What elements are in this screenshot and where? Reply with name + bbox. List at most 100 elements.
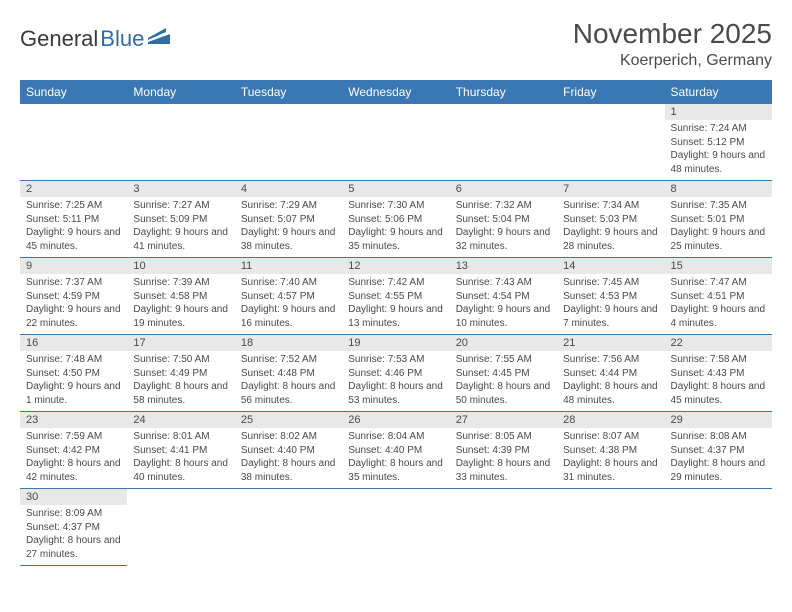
cell-line: Sunrise: 8:07 AM xyxy=(563,430,658,444)
cell-line: Daylight: 9 hours and 4 minutes. xyxy=(671,303,766,330)
cell-body: Sunrise: 7:47 AMSunset: 4:51 PMDaylight:… xyxy=(665,274,772,334)
cell-line: Sunrise: 7:52 AM xyxy=(241,353,336,367)
day-number: 12 xyxy=(342,258,449,274)
cell-line: Daylight: 8 hours and 40 minutes. xyxy=(133,457,228,484)
cell-line: Sunset: 4:37 PM xyxy=(671,444,766,458)
cell-line: Sunrise: 7:42 AM xyxy=(348,276,443,290)
cell-line: Sunset: 4:50 PM xyxy=(26,367,121,381)
day-number: 16 xyxy=(20,335,127,351)
cell-line: Sunset: 4:59 PM xyxy=(26,290,121,304)
day-number xyxy=(235,104,342,120)
calendar-cell: 1Sunrise: 7:24 AMSunset: 5:12 PMDaylight… xyxy=(665,104,772,181)
calendar-cell: 24Sunrise: 8:01 AMSunset: 4:41 PMDayligh… xyxy=(127,412,234,489)
cell-line: Sunrise: 7:35 AM xyxy=(671,199,766,213)
cell-line: Sunset: 5:12 PM xyxy=(671,136,766,150)
cell-body: Sunrise: 7:37 AMSunset: 4:59 PMDaylight:… xyxy=(20,274,127,334)
cell-line: Sunrise: 8:08 AM xyxy=(671,430,766,444)
calendar-cell xyxy=(235,489,342,566)
cell-line: Sunset: 5:06 PM xyxy=(348,213,443,227)
day-number xyxy=(235,489,342,505)
month-title: November 2025 xyxy=(573,18,772,50)
cell-line: Daylight: 9 hours and 48 minutes. xyxy=(671,149,766,176)
calendar-cell: 6Sunrise: 7:32 AMSunset: 5:04 PMDaylight… xyxy=(450,181,557,258)
day-header: Tuesday xyxy=(235,80,342,104)
cell-body xyxy=(557,120,664,126)
day-number xyxy=(557,489,664,505)
cell-line: Sunset: 4:51 PM xyxy=(671,290,766,304)
cell-body xyxy=(127,505,234,511)
cell-body: Sunrise: 7:52 AMSunset: 4:48 PMDaylight:… xyxy=(235,351,342,411)
calendar-cell xyxy=(342,489,449,566)
day-number: 5 xyxy=(342,181,449,197)
cell-line: Sunrise: 7:56 AM xyxy=(563,353,658,367)
cell-line: Daylight: 8 hours and 27 minutes. xyxy=(26,534,121,561)
cell-body xyxy=(665,505,772,511)
cell-line: Sunset: 4:38 PM xyxy=(563,444,658,458)
cell-line: Sunrise: 8:05 AM xyxy=(456,430,551,444)
day-number: 20 xyxy=(450,335,557,351)
day-number: 15 xyxy=(665,258,772,274)
cell-line: Sunrise: 7:25 AM xyxy=(26,199,121,213)
day-number: 8 xyxy=(665,181,772,197)
cell-line: Daylight: 9 hours and 10 minutes. xyxy=(456,303,551,330)
calendar-cell xyxy=(665,489,772,566)
logo-icon xyxy=(148,26,174,52)
cell-line: Sunset: 4:40 PM xyxy=(348,444,443,458)
title-block: November 2025 Koerperich, Germany xyxy=(573,18,772,70)
cell-line: Sunrise: 7:59 AM xyxy=(26,430,121,444)
logo-text-2: Blue xyxy=(100,26,144,52)
cell-line: Sunset: 5:07 PM xyxy=(241,213,336,227)
day-number: 27 xyxy=(450,412,557,428)
cell-body: Sunrise: 8:05 AMSunset: 4:39 PMDaylight:… xyxy=(450,428,557,488)
cell-line: Sunrise: 7:50 AM xyxy=(133,353,228,367)
calendar-cell: 28Sunrise: 8:07 AMSunset: 4:38 PMDayligh… xyxy=(557,412,664,489)
cell-line: Daylight: 8 hours and 38 minutes. xyxy=(241,457,336,484)
cell-body xyxy=(557,505,664,511)
day-number: 1 xyxy=(665,104,772,120)
calendar-cell: 15Sunrise: 7:47 AMSunset: 4:51 PMDayligh… xyxy=(665,258,772,335)
cell-line: Sunrise: 7:45 AM xyxy=(563,276,658,290)
calendar-cell xyxy=(450,489,557,566)
cell-line: Sunrise: 8:09 AM xyxy=(26,507,121,521)
day-number xyxy=(342,104,449,120)
day-number xyxy=(450,104,557,120)
cell-body: Sunrise: 7:35 AMSunset: 5:01 PMDaylight:… xyxy=(665,197,772,257)
cell-line: Sunrise: 7:40 AM xyxy=(241,276,336,290)
day-number: 21 xyxy=(557,335,664,351)
calendar-week: 16Sunrise: 7:48 AMSunset: 4:50 PMDayligh… xyxy=(20,335,772,412)
calendar-week: 9Sunrise: 7:37 AMSunset: 4:59 PMDaylight… xyxy=(20,258,772,335)
cell-line: Daylight: 9 hours and 13 minutes. xyxy=(348,303,443,330)
cell-body: Sunrise: 8:04 AMSunset: 4:40 PMDaylight:… xyxy=(342,428,449,488)
cell-body xyxy=(235,505,342,511)
cell-line: Daylight: 8 hours and 29 minutes. xyxy=(671,457,766,484)
calendar-cell: 26Sunrise: 8:04 AMSunset: 4:40 PMDayligh… xyxy=(342,412,449,489)
cell-line: Sunrise: 7:27 AM xyxy=(133,199,228,213)
cell-line: Sunset: 4:57 PM xyxy=(241,290,336,304)
calendar-cell: 2Sunrise: 7:25 AMSunset: 5:11 PMDaylight… xyxy=(20,181,127,258)
day-number: 24 xyxy=(127,412,234,428)
calendar-head: SundayMondayTuesdayWednesdayThursdayFrid… xyxy=(20,80,772,104)
day-number: 25 xyxy=(235,412,342,428)
cell-body xyxy=(342,505,449,511)
day-number xyxy=(665,489,772,505)
cell-body: Sunrise: 7:32 AMSunset: 5:04 PMDaylight:… xyxy=(450,197,557,257)
cell-body: Sunrise: 7:24 AMSunset: 5:12 PMDaylight:… xyxy=(665,120,772,180)
calendar-cell: 4Sunrise: 7:29 AMSunset: 5:07 PMDaylight… xyxy=(235,181,342,258)
cell-body: Sunrise: 7:25 AMSunset: 5:11 PMDaylight:… xyxy=(20,197,127,257)
calendar-cell: 18Sunrise: 7:52 AMSunset: 4:48 PMDayligh… xyxy=(235,335,342,412)
cell-body: Sunrise: 7:29 AMSunset: 5:07 PMDaylight:… xyxy=(235,197,342,257)
cell-line: Daylight: 9 hours and 16 minutes. xyxy=(241,303,336,330)
cell-line: Sunrise: 7:48 AM xyxy=(26,353,121,367)
calendar-cell: 13Sunrise: 7:43 AMSunset: 4:54 PMDayligh… xyxy=(450,258,557,335)
day-number: 4 xyxy=(235,181,342,197)
header: GeneralBlue November 2025 Koerperich, Ge… xyxy=(20,18,772,70)
cell-body: Sunrise: 8:07 AMSunset: 4:38 PMDaylight:… xyxy=(557,428,664,488)
cell-line: Daylight: 9 hours and 7 minutes. xyxy=(563,303,658,330)
calendar-cell: 5Sunrise: 7:30 AMSunset: 5:06 PMDaylight… xyxy=(342,181,449,258)
calendar-cell: 19Sunrise: 7:53 AMSunset: 4:46 PMDayligh… xyxy=(342,335,449,412)
calendar-cell: 25Sunrise: 8:02 AMSunset: 4:40 PMDayligh… xyxy=(235,412,342,489)
cell-line: Daylight: 9 hours and 38 minutes. xyxy=(241,226,336,253)
cell-line: Sunset: 4:48 PM xyxy=(241,367,336,381)
cell-line: Sunset: 4:44 PM xyxy=(563,367,658,381)
day-number xyxy=(127,489,234,505)
